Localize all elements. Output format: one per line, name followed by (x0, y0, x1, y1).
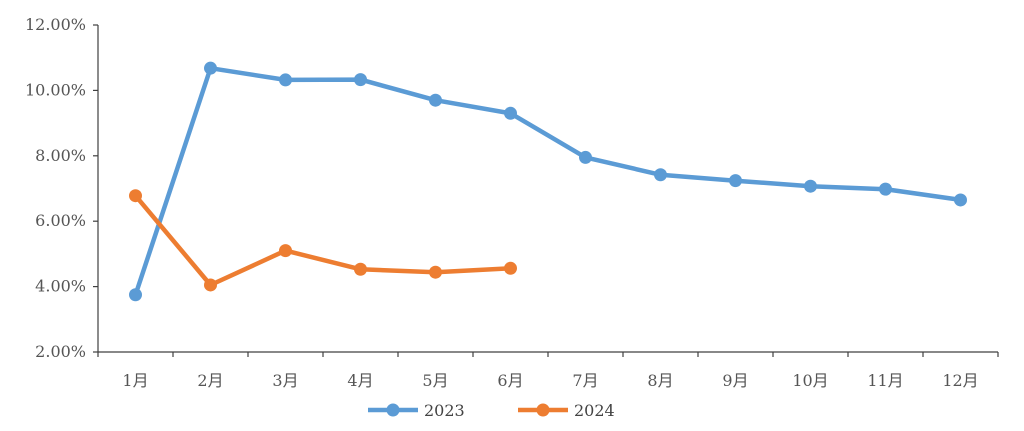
legend-swatch-marker (386, 403, 400, 417)
x-tick-label: 10月 (792, 371, 828, 390)
legend-entry: 2023 (368, 401, 465, 420)
data-point (654, 168, 667, 182)
data-point (354, 73, 367, 87)
y-tick-label: 4.00% (35, 277, 86, 296)
data-point (429, 93, 442, 107)
data-point (129, 189, 142, 203)
data-point (504, 106, 517, 120)
data-point (804, 179, 817, 193)
x-tick-label: 2月 (197, 371, 223, 390)
x-axis: 1月 2月 3月 4月 5月 6月 7月 8月 9月 10月 11月 12月 (97, 351, 999, 390)
x-tick-label: 11月 (867, 371, 903, 390)
x-tick-label: 1月 (122, 371, 148, 390)
x-tick-label: 9月 (722, 371, 748, 390)
data-point (204, 278, 217, 292)
x-tick-label: 5月 (422, 371, 448, 390)
y-tick-label: 8.00% (35, 146, 86, 165)
data-point (279, 244, 292, 258)
data-point (429, 265, 442, 279)
x-tick-label: 3月 (272, 371, 298, 390)
legend-label: 2024 (574, 401, 615, 420)
series-line (133, 65, 963, 298)
data-point (504, 261, 517, 275)
y-axis: 2.00% 4.00% 6.00% 8.00% 10.00% 12.00% (25, 15, 99, 361)
series-line (133, 193, 513, 288)
data-point (954, 193, 967, 207)
legend-swatch-marker (536, 403, 550, 417)
data-point (354, 262, 367, 276)
legend: 2023 2024 (368, 401, 615, 420)
y-tick-label: 2.00% (35, 342, 86, 361)
series-1 (129, 189, 517, 292)
data-point (879, 182, 892, 196)
series-layer (129, 61, 967, 302)
legend-label: 2023 (424, 401, 465, 420)
y-tick-label: 12.00% (25, 15, 86, 34)
data-point (204, 61, 217, 75)
y-tick-label: 10.00% (25, 80, 86, 99)
x-tick-label: 8月 (647, 371, 673, 390)
legend-entry: 2024 (518, 401, 615, 420)
series-0 (129, 61, 967, 302)
data-point (579, 150, 592, 164)
data-point (279, 73, 292, 87)
x-tick-label: 6月 (497, 371, 523, 390)
x-tick-label: 7月 (572, 371, 598, 390)
y-tick-label: 6.00% (35, 211, 86, 230)
x-tick-label: 4月 (347, 371, 373, 390)
data-point (729, 174, 742, 188)
x-tick-label: 12月 (942, 371, 978, 390)
data-point (129, 288, 142, 302)
